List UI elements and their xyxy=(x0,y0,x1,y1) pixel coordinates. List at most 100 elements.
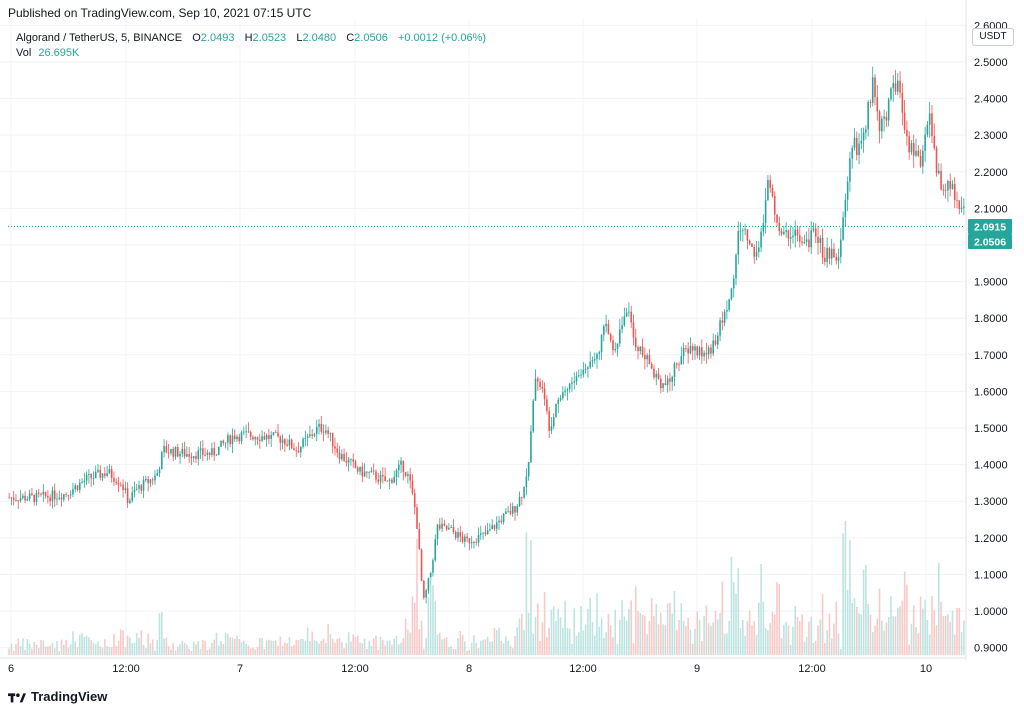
candle-body xyxy=(240,432,243,442)
candle-body xyxy=(81,481,83,483)
volume-bar xyxy=(138,638,140,655)
volume-bar xyxy=(151,639,154,655)
volume-bar xyxy=(261,638,263,655)
volume-bar xyxy=(172,643,174,655)
candle-body xyxy=(243,431,245,433)
volume-bar xyxy=(145,648,147,655)
volume-bar xyxy=(682,621,685,655)
y-tick-label: 2.1000 xyxy=(974,203,1008,215)
candle-body xyxy=(368,472,370,474)
volume-bar xyxy=(322,638,325,655)
volume-bar xyxy=(748,610,751,655)
volume-bar xyxy=(598,626,601,655)
volume-bar xyxy=(124,647,127,655)
candle-body xyxy=(227,435,229,443)
volume-bar xyxy=(559,617,562,655)
candle-body xyxy=(67,494,70,496)
volume-bar xyxy=(778,584,781,655)
volume-bar xyxy=(949,621,951,655)
candle-body xyxy=(703,352,705,357)
volume-bar xyxy=(156,640,159,655)
candle-body xyxy=(44,491,47,496)
candle-body xyxy=(748,240,751,244)
candle-body xyxy=(181,448,184,454)
volume-bar xyxy=(366,648,368,655)
candle-body xyxy=(222,440,225,444)
candle-body xyxy=(186,454,188,457)
volume-bar xyxy=(47,646,49,655)
volume-bar xyxy=(443,638,446,655)
volume-bar xyxy=(828,613,831,655)
candle-body xyxy=(947,181,949,191)
volume-bar xyxy=(915,626,917,655)
candle-body xyxy=(694,346,696,351)
volume-bar xyxy=(858,613,860,655)
candle-body xyxy=(701,347,703,357)
candle-body xyxy=(630,311,632,323)
volume-bar xyxy=(776,582,778,655)
candle-body xyxy=(407,474,409,476)
candle-body xyxy=(211,448,213,456)
candle-body xyxy=(819,238,822,243)
volume-bar xyxy=(302,638,304,655)
candle-body xyxy=(824,257,826,262)
volume-bar xyxy=(67,647,70,655)
volume-bar xyxy=(883,630,885,655)
volume-bar xyxy=(170,649,172,655)
volume-bar xyxy=(814,640,817,655)
price-badge-lower-bg xyxy=(968,234,1012,249)
volume-bar xyxy=(614,609,617,655)
volume-bar xyxy=(780,638,783,655)
volume-bar xyxy=(297,640,300,655)
volume-bar xyxy=(931,596,933,655)
volume-bar xyxy=(892,616,895,655)
candle-body xyxy=(571,382,573,384)
volume-bar xyxy=(354,637,357,655)
candle-body xyxy=(42,491,45,495)
candle-body xyxy=(263,436,266,440)
volume-bar xyxy=(532,634,535,655)
volume-bar xyxy=(721,581,724,655)
candle-body xyxy=(482,532,484,534)
candle-body xyxy=(151,479,154,481)
volume-bar xyxy=(833,623,835,655)
candle-body xyxy=(356,467,359,472)
volume-bar xyxy=(101,647,104,655)
volume-bar xyxy=(299,638,302,655)
volume-bar xyxy=(555,620,557,655)
candle-body xyxy=(675,363,678,365)
footer-brand[interactable]: TradingView xyxy=(8,689,107,704)
x-tick-label: 8 xyxy=(466,663,472,675)
candle-body xyxy=(252,436,254,440)
volume-bar xyxy=(660,612,662,655)
candle-body xyxy=(19,498,22,502)
legend-high-value: 2.0523 xyxy=(252,32,287,44)
candle-body xyxy=(605,323,607,327)
volume-bar xyxy=(377,649,380,655)
candle-body xyxy=(855,137,858,156)
volume-bar xyxy=(901,600,904,655)
volume-bar xyxy=(420,620,423,655)
candle-body xyxy=(254,437,257,440)
volume-bar xyxy=(99,646,102,655)
candle-body xyxy=(388,479,391,481)
candle-body xyxy=(892,83,895,89)
candle-body xyxy=(689,346,692,354)
volume-bar xyxy=(83,637,86,655)
candle-body xyxy=(742,229,744,231)
candle-body xyxy=(908,136,910,153)
volume-bar xyxy=(265,640,268,655)
candle-body xyxy=(35,492,38,502)
y-tick-label: 2.5000 xyxy=(974,57,1008,69)
volume-bar xyxy=(85,635,88,655)
volume-bar xyxy=(277,646,279,655)
volume-bar xyxy=(742,619,744,655)
candle-body xyxy=(441,523,443,529)
volume-bar xyxy=(562,627,564,655)
volume-bar xyxy=(787,625,790,655)
currency-button[interactable]: USDT xyxy=(972,28,1014,46)
candle-body xyxy=(56,498,58,500)
volume-bar xyxy=(186,644,188,655)
candle-body xyxy=(942,189,945,191)
